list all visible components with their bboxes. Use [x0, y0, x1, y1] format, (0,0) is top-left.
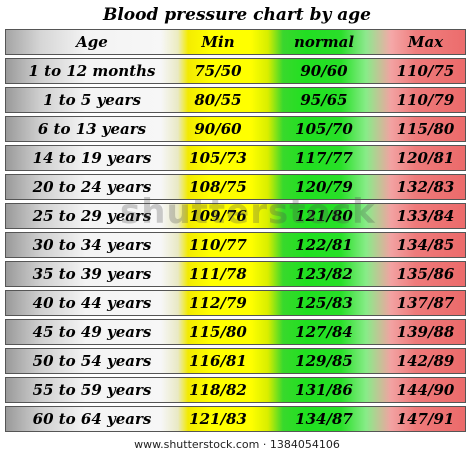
cell-max: 115/80 — [396, 120, 455, 138]
cell-normal: 134/87 — [295, 410, 353, 428]
table-row: 55 to 59 years 118/82 131/86 144/90 — [5, 377, 466, 403]
cell-age: 1 to 12 months — [28, 62, 156, 80]
cell-max: 144/90 — [396, 381, 455, 399]
cell-age: 6 to 13 years — [37, 120, 147, 138]
cell-age: 40 to 44 years — [32, 294, 152, 312]
cell-age: 55 to 59 years — [32, 381, 152, 399]
cell-max: 120/81 — [396, 149, 455, 167]
cell-min: 112/79 — [189, 294, 247, 312]
cell-min: 116/81 — [189, 352, 247, 370]
blood-pressure-table: Age Min normal Max 1 to 12 months 75/50 90… — [5, 29, 466, 435]
cell-normal: 123/82 — [295, 265, 353, 283]
cell-max: 132/83 — [396, 178, 455, 196]
cell-normal: 129/85 — [295, 352, 353, 370]
cell-age: 20 to 24 years — [32, 178, 152, 196]
cell-age: 45 to 49 years — [32, 323, 152, 341]
cell-min: 80/55 — [194, 91, 242, 109]
cell-age: 1 to 5 years — [43, 91, 141, 109]
cell-min: 108/75 — [189, 178, 247, 196]
cell-min: 90/60 — [194, 120, 242, 138]
cell-normal: 95/65 — [300, 91, 348, 109]
cell-max: 147/91 — [396, 410, 455, 428]
cell-age: 30 to 34 years — [32, 236, 152, 254]
table-row: 25 to 29 years 109/76 121/80 133/84 — [5, 203, 466, 229]
table-row: 35 to 39 years 111/78 123/82 135/86 — [5, 261, 466, 287]
cell-max: 134/85 — [396, 236, 455, 254]
cell-normal: 105/70 — [295, 120, 353, 138]
cell-age: 25 to 29 years — [32, 207, 152, 225]
cell-max: 133/84 — [396, 207, 455, 225]
cell-min: 75/50 — [194, 62, 242, 80]
cell-min: 105/73 — [189, 149, 247, 167]
table-row: 20 to 24 years 108/75 120/79 132/83 — [5, 174, 466, 200]
cell-max: 139/88 — [396, 323, 455, 341]
cell-age: 35 to 39 years — [32, 265, 152, 283]
cell-normal: 120/79 — [295, 178, 353, 196]
header-normal: normal — [293, 33, 355, 51]
cell-min: 121/83 — [189, 410, 247, 428]
header-min: Min — [201, 33, 235, 51]
cell-max: 110/79 — [396, 91, 455, 109]
cell-age: 50 to 54 years — [32, 352, 152, 370]
cell-age: 60 to 64 years — [32, 410, 152, 428]
header-max: Max — [407, 33, 444, 51]
cell-normal: 127/84 — [295, 323, 353, 341]
cell-max: 142/89 — [396, 352, 455, 370]
table-row: 1 to 12 months 75/50 90/60 110/75 — [5, 58, 466, 84]
table-row: 30 to 34 years 110/77 122/81 134/85 — [5, 232, 466, 258]
chart-title: Blood pressure chart by age — [102, 5, 371, 25]
table-row: 6 to 13 years 90/60 105/70 115/80 — [5, 116, 466, 142]
cell-min: 109/76 — [189, 207, 247, 225]
cell-normal: 131/86 — [295, 381, 353, 399]
table-row: 50 to 54 years 116/81 129/85 142/89 — [5, 348, 466, 374]
cell-normal: 121/80 — [295, 207, 353, 225]
cell-normal: 125/83 — [295, 294, 353, 312]
table-row: 40 to 44 years 112/79 125/83 137/87 — [5, 290, 466, 316]
cell-normal: 122/81 — [295, 236, 353, 254]
cell-min: 110/77 — [189, 236, 247, 254]
table-row: 14 to 19 years 105/73 117/77 120/81 — [5, 145, 466, 171]
cell-min: 115/80 — [189, 323, 247, 341]
table-row: 60 to 64 years 121/83 134/87 147/91 — [5, 406, 466, 432]
cell-max: 137/87 — [396, 294, 455, 312]
table-row: 1 to 5 years 80/55 95/65 110/79 — [5, 87, 466, 113]
cell-max: 135/86 — [396, 265, 455, 283]
table-header-row: Age Min normal Max — [5, 29, 466, 55]
cell-normal: 117/77 — [295, 149, 353, 167]
header-age: Age — [76, 33, 108, 51]
cell-normal: 90/60 — [300, 62, 348, 80]
cell-max: 110/75 — [396, 62, 455, 80]
cell-min: 118/82 — [189, 381, 247, 399]
cell-min: 111/78 — [189, 265, 247, 283]
table-row: 45 to 49 years 115/80 127/84 139/88 — [5, 319, 466, 345]
cell-age: 14 to 19 years — [32, 149, 152, 167]
footer-credit: www.shutterstock.com · 1384054106 — [134, 438, 340, 451]
table-body: 1 to 12 months 75/50 90/60 110/75 1 to 5 yea… — [5, 58, 466, 432]
